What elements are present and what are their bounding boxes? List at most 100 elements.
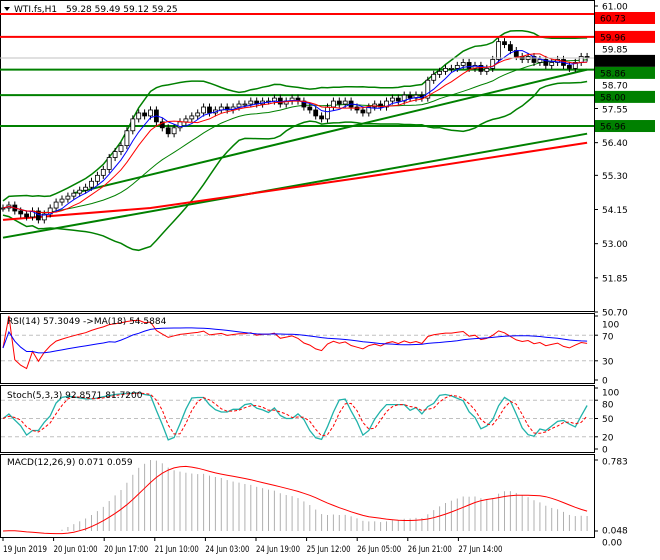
candle <box>65 192 71 203</box>
candle-body <box>112 151 118 158</box>
candle-body <box>236 103 242 108</box>
level-badge <box>595 66 655 79</box>
candle-body <box>183 118 189 123</box>
current-price-badge <box>595 54 655 67</box>
candle <box>496 38 502 64</box>
candle-body <box>242 103 248 106</box>
candle <box>437 67 443 78</box>
candle <box>567 61 572 72</box>
candle-body <box>478 65 484 72</box>
candle-body <box>171 127 177 135</box>
candle <box>24 210 30 221</box>
candle-body <box>531 56 537 63</box>
candle-body <box>130 118 136 132</box>
candle <box>325 103 330 123</box>
y-tick-label: 56.40 <box>602 139 628 149</box>
rsi-ma-line <box>2 327 588 354</box>
candle <box>112 148 118 162</box>
candle <box>283 97 289 108</box>
y-tick-label: 50.70 <box>602 309 628 319</box>
candle <box>502 38 507 49</box>
candle-body <box>360 109 366 114</box>
x-tick-label: 27 Jun 14:00 <box>458 545 502 555</box>
candle-body <box>537 59 543 63</box>
candle-body <box>319 115 325 120</box>
candle <box>171 124 177 138</box>
candle-body <box>578 56 584 63</box>
rsi-line <box>2 315 588 370</box>
candle-body <box>437 70 443 75</box>
candle-body <box>118 145 124 152</box>
candle-body <box>136 112 142 120</box>
candle <box>454 61 460 72</box>
x-tick-label: 20 Jun 01:00 <box>54 545 98 555</box>
candle <box>507 41 513 55</box>
candle <box>89 177 94 191</box>
candle-body <box>71 192 77 197</box>
candle <box>189 112 195 123</box>
candle-body <box>466 62 472 69</box>
candle <box>531 52 537 67</box>
level-label: 59.96 <box>600 33 626 43</box>
candle-body <box>443 67 448 72</box>
candle-body <box>460 62 466 66</box>
level-label: 56.96 <box>600 123 626 133</box>
candle-body <box>165 127 171 135</box>
candle <box>443 64 448 75</box>
macd-tick-label: 0.783 <box>602 458 628 468</box>
candle <box>0 204 6 212</box>
y-tick-label: 54.15 <box>602 206 628 216</box>
candle <box>77 186 83 197</box>
candle-body <box>484 67 490 72</box>
ohlc-values: 59.28 59.49 59.12 59.25 <box>66 5 178 15</box>
candle <box>130 115 136 135</box>
stoch-tick-label: 20 <box>602 433 614 443</box>
candle <box>71 189 77 200</box>
candle-body <box>384 100 389 108</box>
candle <box>395 94 401 105</box>
candle-body <box>89 180 94 188</box>
y-tick-label: 57.55 <box>602 105 628 115</box>
y-tick-label: 58.70 <box>602 81 628 91</box>
candle-body <box>77 189 83 194</box>
candle-body <box>395 97 401 102</box>
level-badge <box>595 90 655 103</box>
candle <box>201 103 207 117</box>
candle <box>307 103 313 114</box>
candle <box>330 97 336 111</box>
candle-body <box>496 41 502 60</box>
candle <box>537 55 543 67</box>
x-tick-label: 26 Jun 21:00 <box>408 545 452 555</box>
candle <box>549 58 555 69</box>
x-tick-label: 24 Jun 03:00 <box>205 545 249 555</box>
level-label: 58.00 <box>600 93 626 103</box>
x-tick-label: 19 Jun 2019 <box>3 545 47 555</box>
candle-body <box>142 112 148 117</box>
stoch-d-line <box>2 392 588 437</box>
candle <box>165 124 171 138</box>
candle <box>448 64 454 72</box>
stoch-tick-label: 50 <box>602 415 614 425</box>
candle <box>183 115 189 126</box>
level-label: 60.73 <box>600 15 626 25</box>
candle-body <box>36 210 41 221</box>
candle <box>478 61 484 75</box>
candle-body <box>490 59 496 69</box>
candle <box>159 118 165 132</box>
candle-body <box>195 112 201 117</box>
candle <box>95 171 100 185</box>
candle <box>118 142 124 156</box>
candle <box>425 76 431 102</box>
candle <box>572 58 578 72</box>
candle <box>83 183 88 194</box>
candle <box>218 103 224 114</box>
x-tick-label: 25 Jun 12:00 <box>307 545 351 555</box>
candle-body <box>313 109 319 117</box>
candle <box>195 109 201 120</box>
candle-body <box>325 106 330 120</box>
level-badge <box>595 120 655 133</box>
candle <box>248 97 254 108</box>
x-tick-label: 24 Jun 19:00 <box>256 545 300 555</box>
dropdown-icon <box>4 7 10 11</box>
y-tick-label: 51.85 <box>602 274 628 284</box>
